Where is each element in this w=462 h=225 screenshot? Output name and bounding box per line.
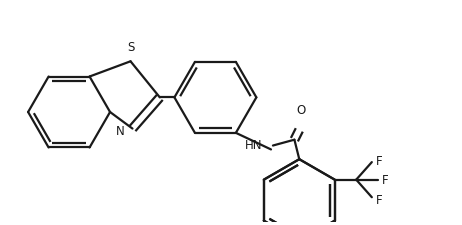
Text: F: F <box>376 154 383 167</box>
Text: S: S <box>127 41 134 54</box>
Text: HN: HN <box>245 138 262 151</box>
Text: O: O <box>297 104 306 117</box>
Text: F: F <box>382 173 388 186</box>
Text: F: F <box>376 193 383 206</box>
Text: N: N <box>116 124 125 137</box>
